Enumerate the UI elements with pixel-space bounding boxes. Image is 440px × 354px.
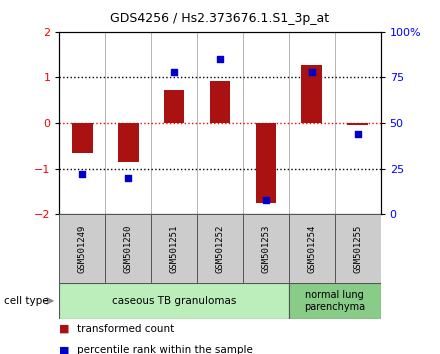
Text: GSM501251: GSM501251 xyxy=(169,224,179,273)
Text: cell type: cell type xyxy=(4,296,49,306)
Text: GSM501250: GSM501250 xyxy=(124,224,133,273)
Bar xyxy=(151,214,197,283)
Bar xyxy=(347,123,368,125)
Text: ■: ■ xyxy=(59,345,70,354)
Bar xyxy=(164,90,184,123)
Bar xyxy=(72,123,93,153)
Point xyxy=(262,197,269,202)
Bar xyxy=(210,81,230,123)
Point xyxy=(308,69,315,75)
Bar xyxy=(197,214,243,283)
Text: GSM501253: GSM501253 xyxy=(261,224,271,273)
Bar xyxy=(335,214,381,283)
Point xyxy=(171,69,178,75)
Text: GSM501254: GSM501254 xyxy=(307,224,316,273)
Bar xyxy=(118,123,139,162)
Bar xyxy=(105,214,151,283)
Text: GSM501249: GSM501249 xyxy=(78,224,87,273)
Text: transformed count: transformed count xyxy=(77,324,174,334)
Text: GSM501255: GSM501255 xyxy=(353,224,362,273)
Text: percentile rank within the sample: percentile rank within the sample xyxy=(77,345,253,354)
Bar xyxy=(301,65,322,123)
Text: GDS4256 / Hs2.373676.1.S1_3p_at: GDS4256 / Hs2.373676.1.S1_3p_at xyxy=(110,12,330,25)
Text: caseous TB granulomas: caseous TB granulomas xyxy=(112,296,236,306)
Bar xyxy=(256,123,276,203)
Text: GSM501252: GSM501252 xyxy=(216,224,224,273)
Point xyxy=(125,175,132,181)
Point xyxy=(216,56,224,62)
Bar xyxy=(59,214,105,283)
Text: ■: ■ xyxy=(59,324,70,334)
Point xyxy=(79,171,86,177)
Bar xyxy=(59,283,289,319)
Text: normal lung
parenchyma: normal lung parenchyma xyxy=(304,290,365,312)
Bar xyxy=(243,214,289,283)
Bar xyxy=(289,214,335,283)
Point xyxy=(354,131,361,137)
Bar xyxy=(289,283,381,319)
